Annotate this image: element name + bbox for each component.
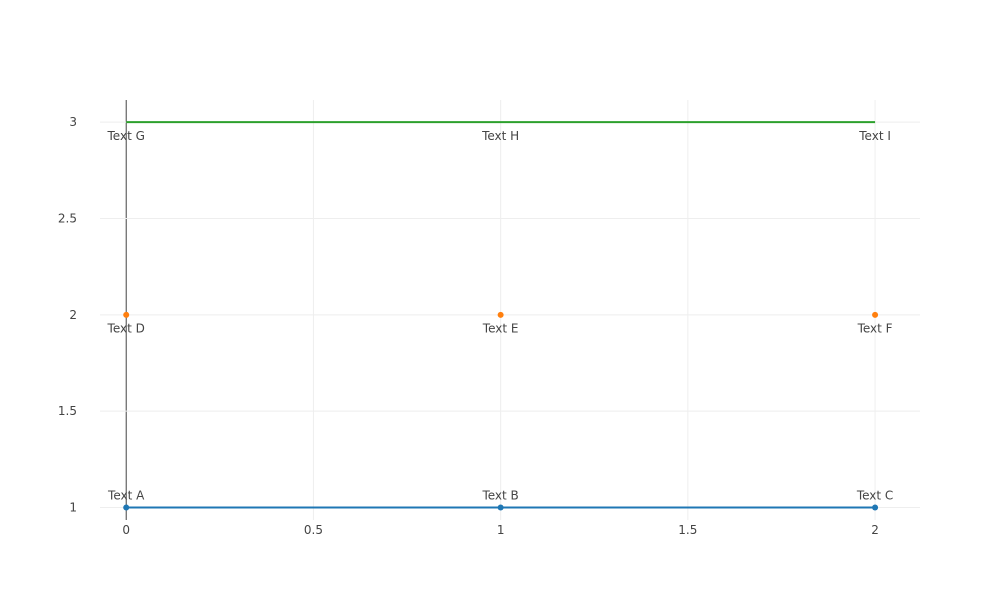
- axis-layer: 0 0.5 1 1.5 2 1 1.5 2 2.5 3: [58, 115, 879, 537]
- data-label: Text D: [107, 322, 145, 336]
- data-label: Text I: [858, 129, 891, 143]
- y-tick-label: 1: [69, 500, 77, 514]
- grid-layer: [100, 100, 920, 520]
- data-label: Text B: [481, 488, 518, 502]
- x-tick-label: 1.5: [678, 523, 697, 537]
- series-point: [123, 504, 130, 511]
- series-point: [497, 311, 504, 318]
- y-tick-label: 3: [69, 115, 77, 129]
- x-tick-label: 0.5: [304, 523, 323, 537]
- y-tick-label: 1.5: [58, 404, 77, 418]
- x-tick-label: 2: [871, 523, 879, 537]
- series-point: [872, 504, 879, 511]
- data-label: Text F: [857, 322, 893, 336]
- data-label: Text E: [482, 322, 519, 336]
- series-point: [497, 504, 504, 511]
- y-tick-label: 2: [69, 308, 77, 322]
- data-label: Text C: [856, 488, 893, 502]
- data-label: Text H: [481, 129, 519, 143]
- x-tick-label: 1: [497, 523, 505, 537]
- series-point: [123, 311, 130, 318]
- series-point: [872, 311, 879, 318]
- data-label: Text G: [107, 129, 145, 143]
- x-tick-label: 0: [122, 523, 130, 537]
- series-layer: [123, 121, 879, 511]
- text-layer: Text A Text B Text C Text D Text E Text F Text…: [107, 129, 894, 503]
- data-label: Text A: [107, 488, 145, 502]
- y-tick-label: 2.5: [58, 211, 77, 225]
